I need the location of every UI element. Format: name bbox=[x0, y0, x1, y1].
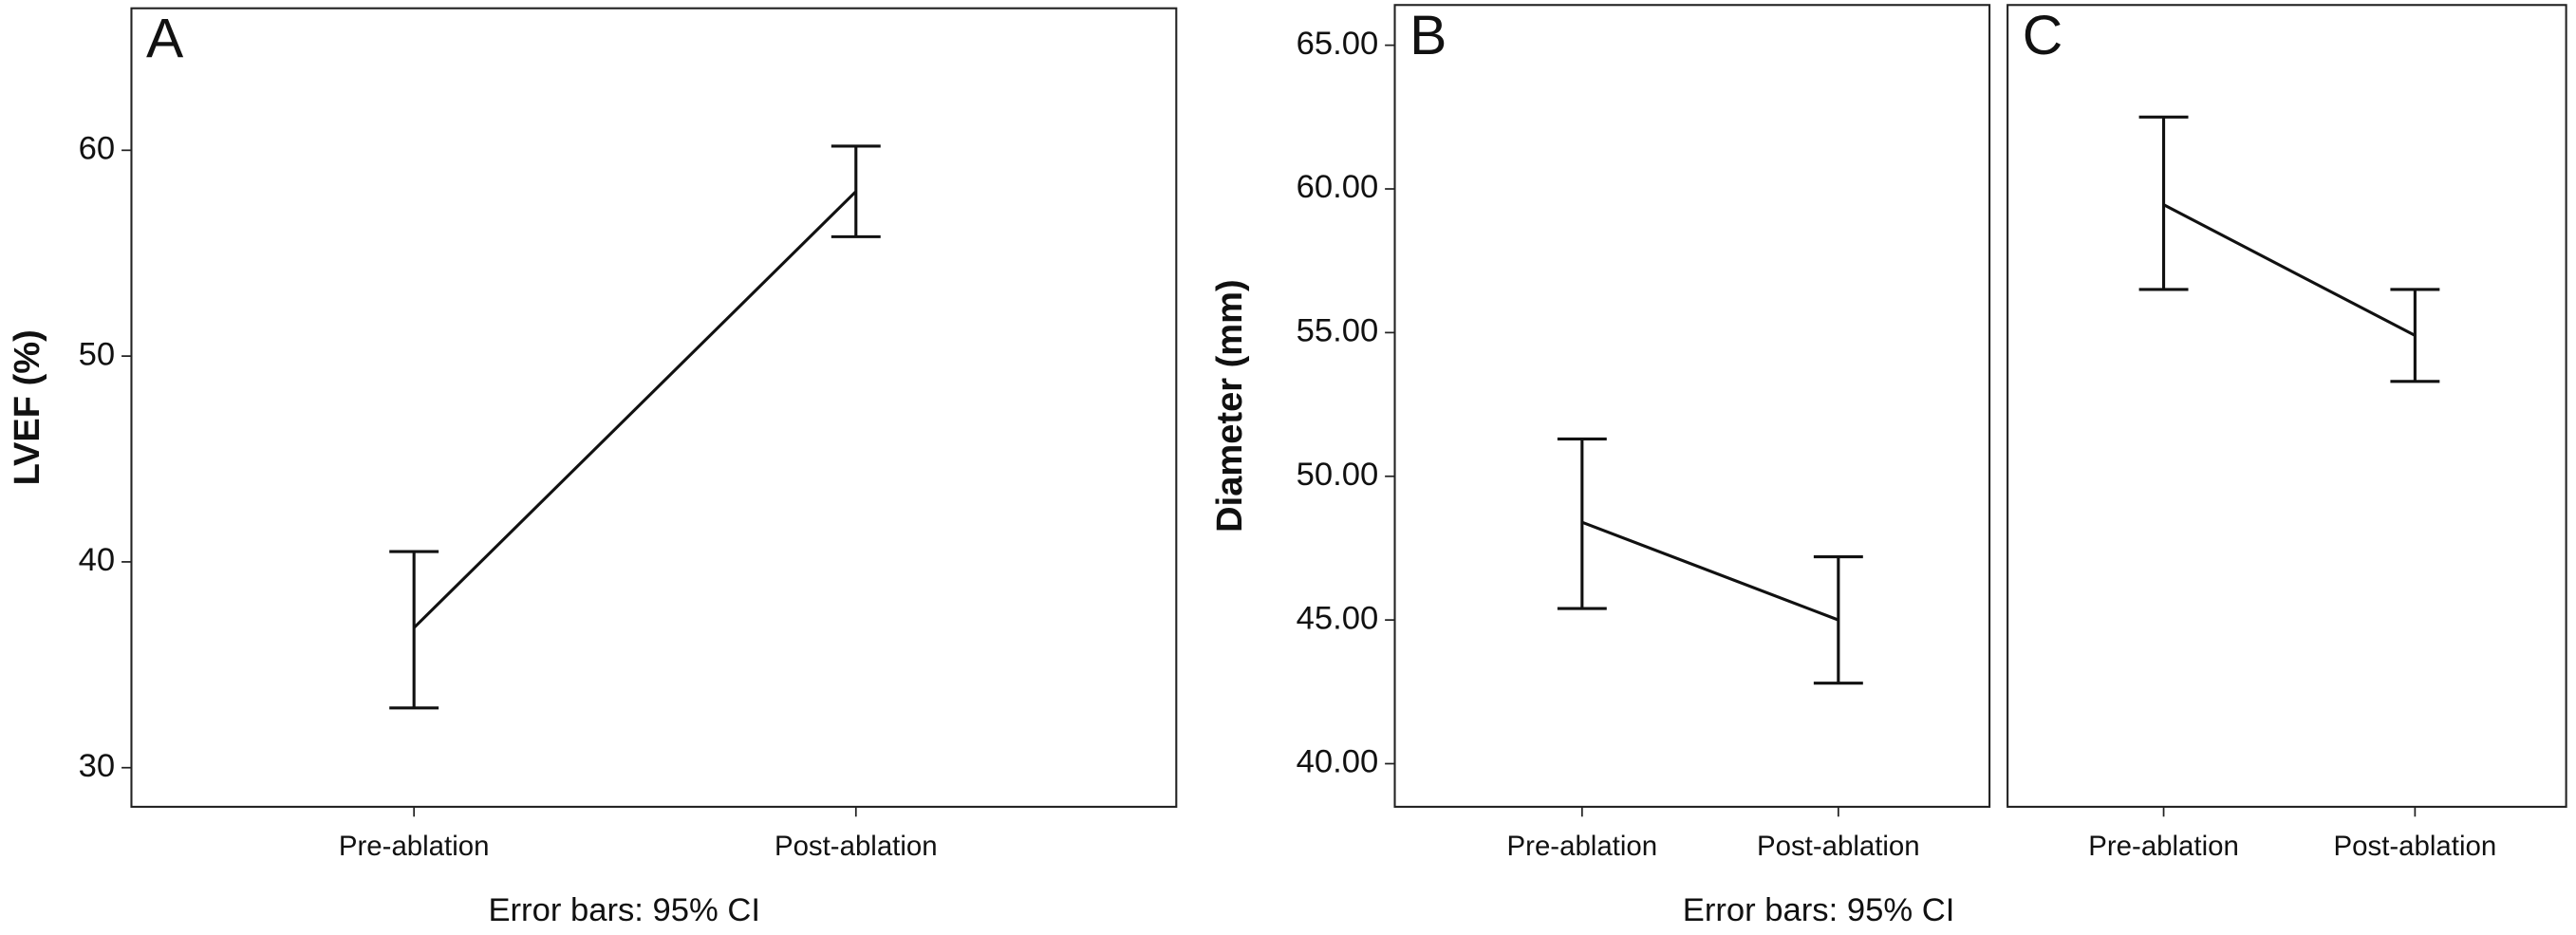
footnote: Error bars: 95% CI bbox=[488, 892, 760, 928]
x-tick-label: Post-ablation bbox=[1757, 831, 1920, 862]
x-tick-label: Pre-ablation bbox=[1507, 831, 1658, 862]
x-tick-label: Post-ablation bbox=[775, 831, 938, 862]
error-bar bbox=[2390, 288, 2440, 383]
error-bar bbox=[831, 144, 881, 238]
footnote: Error bars: 95% CI bbox=[1683, 892, 1955, 928]
y-tick-label: 30 bbox=[79, 748, 115, 784]
panel-label: A bbox=[146, 9, 184, 70]
x-tick-label: Pre-ablation bbox=[339, 831, 490, 862]
x-tick-label: Post-ablation bbox=[2334, 831, 2497, 862]
y-tick-label: 40 bbox=[79, 542, 115, 578]
panel-label: C bbox=[2023, 5, 2063, 66]
y-tick-label: 60 bbox=[79, 130, 115, 166]
mean-line bbox=[413, 190, 857, 629]
y-tick-label: 60.00 bbox=[1297, 169, 1379, 205]
error-bar bbox=[1813, 554, 1863, 685]
y-tick-label: 55.00 bbox=[1297, 313, 1379, 349]
error-bar bbox=[389, 550, 439, 710]
plot-frame bbox=[130, 7, 1178, 808]
y-axis-label: Diameter (mm) bbox=[1210, 279, 1250, 533]
x-tick-label: Pre-ablation bbox=[2088, 831, 2239, 862]
error-bar bbox=[2138, 115, 2189, 291]
panel-label: B bbox=[1409, 5, 1447, 66]
error-bar bbox=[1557, 437, 1607, 610]
y-tick-label: 65.00 bbox=[1297, 26, 1379, 62]
y-tick-label: 40.00 bbox=[1297, 744, 1379, 780]
y-tick-label: 50.00 bbox=[1297, 457, 1379, 493]
y-tick-label: 50 bbox=[79, 336, 115, 372]
mean-line bbox=[1581, 520, 1839, 622]
plot-frame bbox=[2007, 4, 2567, 808]
mean-line bbox=[2162, 203, 2417, 337]
y-tick-label: 45.00 bbox=[1297, 600, 1379, 636]
plot-frame bbox=[1393, 4, 1991, 808]
y-axis-label: LVEF (%) bbox=[8, 329, 47, 485]
